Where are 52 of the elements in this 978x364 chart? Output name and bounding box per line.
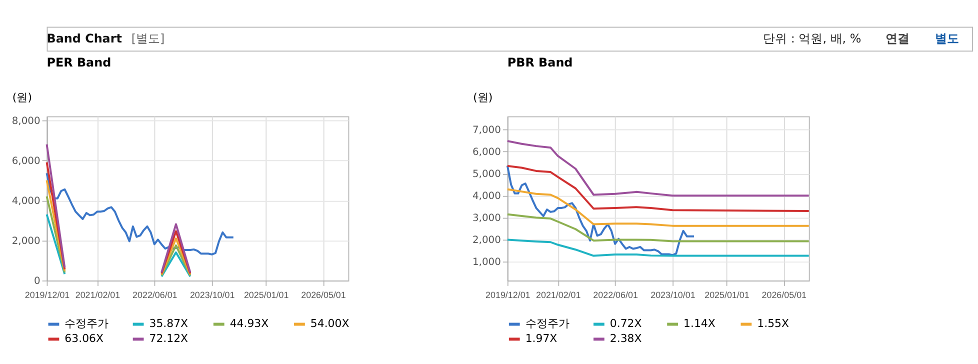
- y-tick-label: 2,000: [472, 235, 501, 246]
- legend-label: 수정주가: [64, 317, 109, 330]
- x-tick-label: 2023/10/01: [190, 290, 235, 300]
- chart-title: PER Band: [46, 56, 112, 70]
- line-series: [506, 140, 810, 197]
- legend-label: 44.93X: [230, 317, 270, 330]
- y-axis-title: (원): [473, 90, 493, 104]
- line-series: [506, 164, 810, 212]
- legend-label: 63.06X: [64, 332, 104, 346]
- x-tick-label: 2019/12/01: [486, 290, 530, 300]
- x-tick-label: 2023/10/01: [650, 290, 696, 300]
- y-tick-label: 5,000: [472, 169, 501, 180]
- line-series: [46, 172, 234, 256]
- text: 단위 : 억원, 배, %: [763, 32, 862, 46]
- line-series: [506, 164, 696, 256]
- y-tick-label: 0: [34, 276, 40, 287]
- y-tick-label: 2,000: [12, 236, 40, 247]
- x-tick-label: 2021/02/01: [75, 290, 120, 300]
- legend-label: 72.12X: [149, 332, 189, 346]
- text: [별도]: [131, 32, 165, 46]
- text: 연결: [885, 32, 910, 46]
- y-tick-label: 8,000: [12, 116, 40, 127]
- x-tick-label: 2026/05/01: [301, 290, 346, 300]
- x-tick-label: 2022/06/01: [132, 290, 178, 300]
- legend-label: 1.97X: [525, 332, 558, 346]
- y-tick-label: 4,000: [12, 196, 40, 207]
- text: Band Chart: [46, 32, 122, 46]
- legend-label: 0.72X: [610, 317, 642, 330]
- y-tick-label: 3,000: [472, 213, 501, 224]
- line-series: [506, 238, 810, 257]
- y-axis-title: (원): [12, 90, 32, 104]
- x-tick-label: 2021/02/01: [536, 290, 581, 300]
- x-tick-label: 2019/12/01: [24, 290, 70, 300]
- text: 별도: [935, 32, 960, 46]
- line-series: [506, 213, 810, 242]
- y-tick-label: 6,000: [12, 156, 40, 167]
- y-tick-label: 4,000: [472, 191, 501, 202]
- x-tick-label: 2026/05/01: [762, 290, 807, 300]
- legend-label: 35.87X: [149, 317, 189, 330]
- x-tick-label: 2022/06/01: [593, 290, 638, 300]
- chart-title: PBR Band: [507, 56, 573, 70]
- y-tick-label: 6,000: [472, 147, 501, 158]
- legend-label: 2.38X: [610, 332, 642, 346]
- legend-label: 1.55X: [757, 317, 790, 330]
- legend-label: 54.00X: [310, 317, 350, 330]
- x-tick-label: 2025/01/01: [704, 290, 750, 300]
- legend-label: 1.14X: [684, 317, 716, 330]
- legend-label: 수정주가: [525, 317, 570, 330]
- line-series: [506, 188, 810, 227]
- x-tick-label: 2025/01/01: [244, 290, 289, 300]
- y-tick-label: 7,000: [472, 125, 501, 136]
- y-tick-label: 1,000: [472, 257, 501, 268]
